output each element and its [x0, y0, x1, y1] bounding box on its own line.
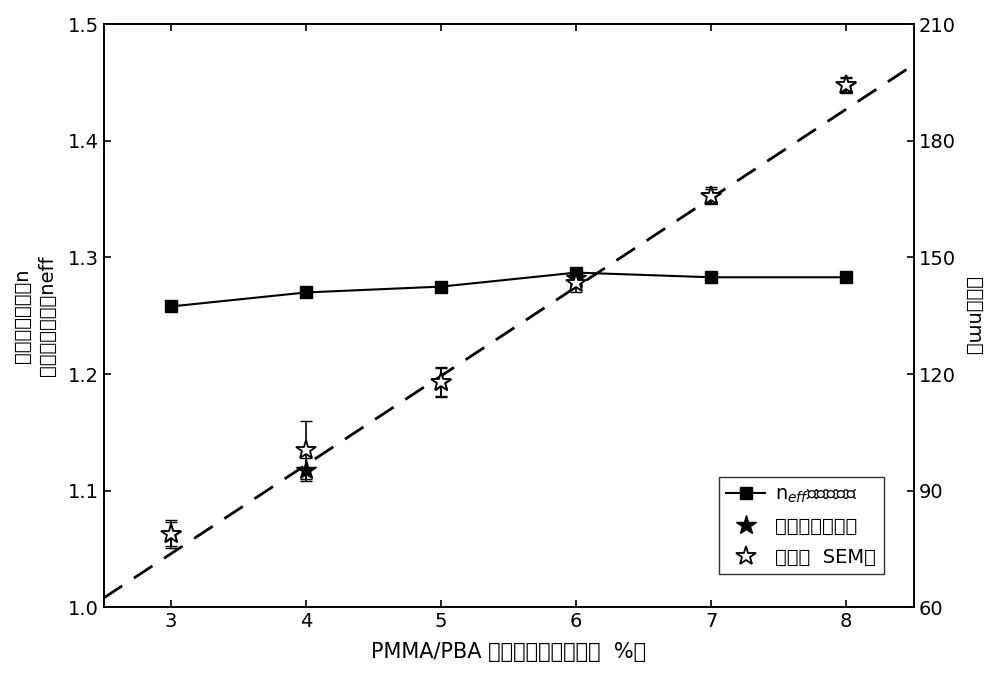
Text: 有效折光指数，n: 有效折光指数，n: [13, 268, 32, 363]
Y-axis label: 膜厚（nm）: 膜厚（nm）: [964, 277, 983, 355]
Y-axis label: 有效折光指数，neff: 有效折光指数，neff: [38, 255, 57, 376]
X-axis label: PMMA/PBA 混合乳液的含固量（  %）: PMMA/PBA 混合乳液的含固量（ %）: [371, 642, 646, 662]
Legend: n$_{eff}$（楔偏仪）, 膜厚（楔偏仪）, 膜厚（  SEM）: n$_{eff}$（楔偏仪）, 膜厚（楔偏仪）, 膜厚（ SEM）: [719, 477, 884, 574]
